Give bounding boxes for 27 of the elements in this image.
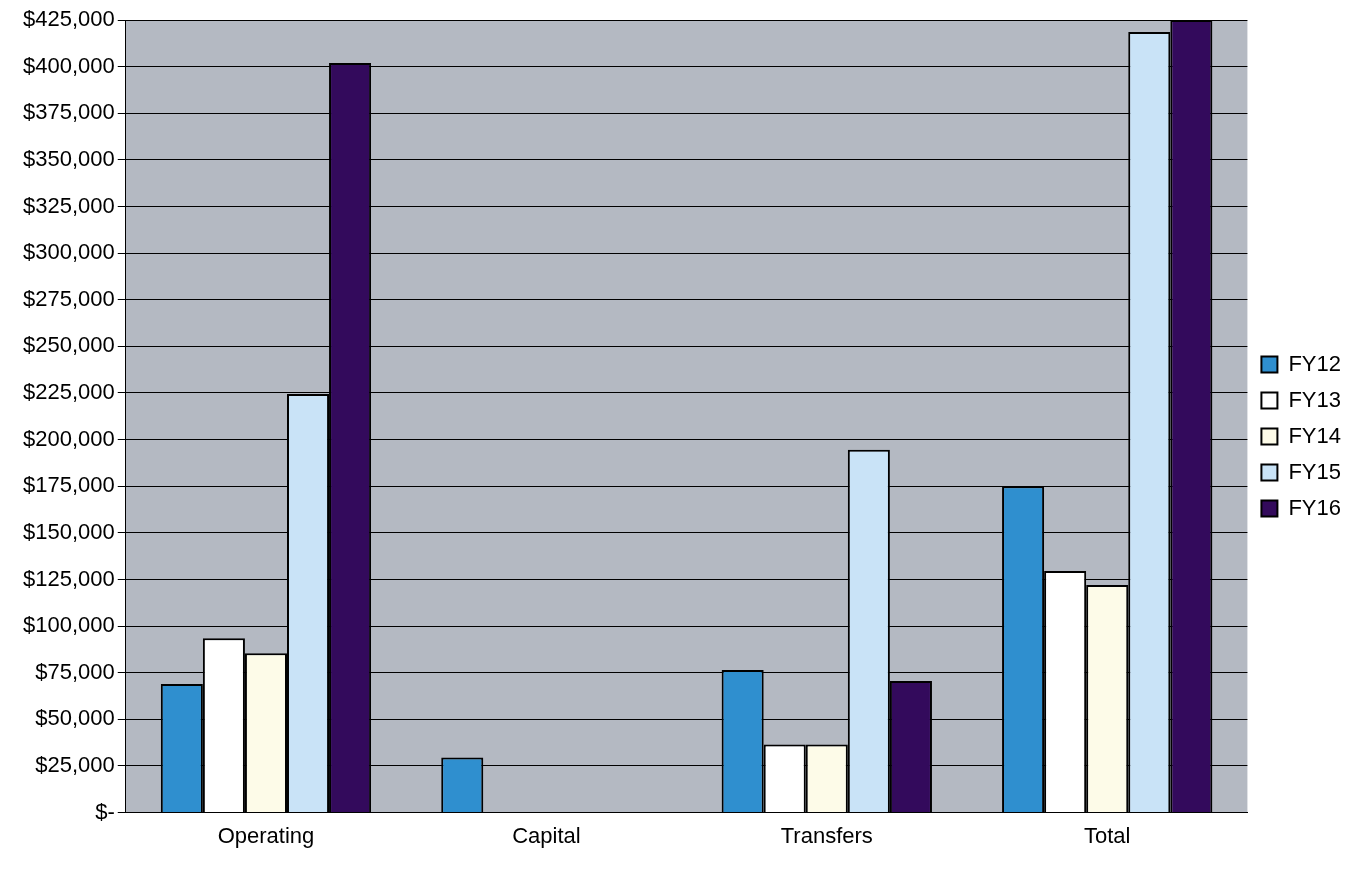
legend-label: FY15	[1288, 458, 1342, 484]
y-tick-label: $350,000	[22, 145, 115, 171]
y-tick-label: $125,000	[22, 565, 115, 591]
y-tick-label: $75,000	[35, 658, 115, 684]
y-tick-label: $325,000	[22, 192, 115, 218]
y-tick-label: $400,000	[22, 52, 115, 78]
y-tick-label: $200,000	[22, 425, 115, 451]
legend-label: FY14	[1288, 422, 1342, 448]
y-tick-label: $100,000	[22, 612, 115, 638]
legend-label: FY16	[1288, 494, 1342, 520]
x-tick-label: Total	[1083, 822, 1131, 848]
y-tick-label: $225,000	[22, 379, 115, 405]
y-tick-label: $175,000	[22, 472, 115, 498]
y-tick-label: $150,000	[22, 518, 115, 544]
x-tick-label: Operating	[217, 822, 315, 848]
x-tick-label: Capital	[512, 822, 581, 848]
legend-label: FY12	[1288, 350, 1342, 376]
y-tick-label: $275,000	[22, 285, 115, 311]
y-tick-label: $-	[95, 798, 115, 824]
y-tick-label: $375,000	[22, 99, 115, 125]
y-tick-label: $425,000	[22, 6, 115, 32]
legend-label: FY13	[1288, 386, 1342, 412]
y-tick-label: $250,000	[22, 332, 115, 358]
y-tick-label: $25,000	[35, 752, 115, 778]
x-tick-label: Transfers	[780, 822, 873, 848]
y-tick-label: $300,000	[22, 239, 115, 265]
y-tick-label: $50,000	[35, 705, 115, 731]
